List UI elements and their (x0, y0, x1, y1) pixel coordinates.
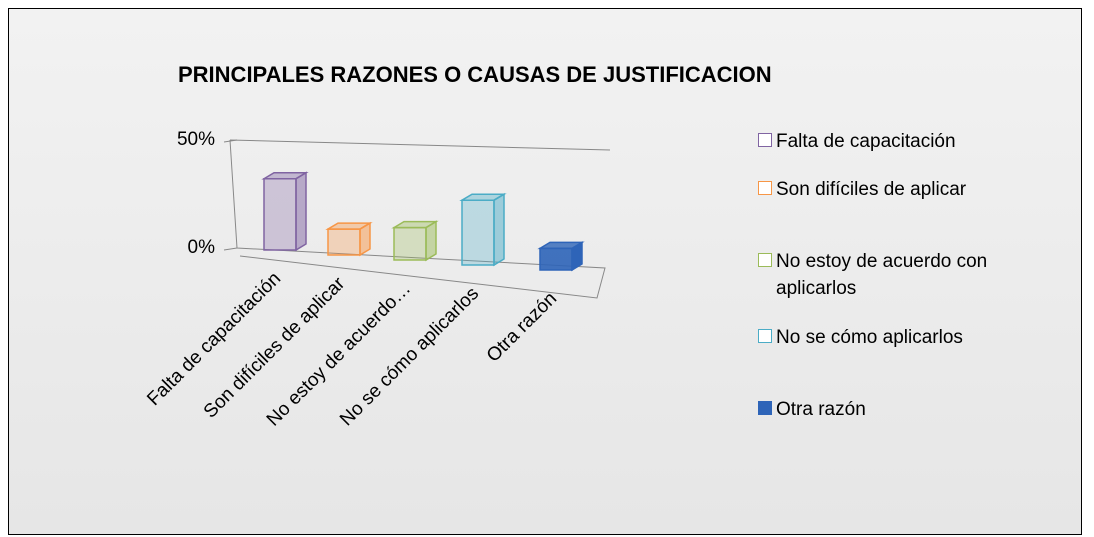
legend-swatch (758, 329, 772, 343)
bar (391, 220, 439, 262)
legend-item: No estoy de acuerdo con aplicarlos (758, 248, 1058, 302)
legend-label: No estoy de acuerdo con aplicarlos (776, 251, 988, 299)
wall-top (229, 139, 611, 151)
bar-face (537, 241, 585, 250)
bar (537, 241, 585, 272)
bar-face (327, 228, 361, 256)
bar (261, 171, 309, 252)
x-tick-label: No estoy de acuerdo… (263, 278, 415, 430)
legend-label: Falta de capacitación (776, 131, 956, 152)
bar-face (493, 192, 505, 267)
legend-swatch (758, 133, 772, 147)
bar-face (393, 226, 427, 261)
x-tick-label: Falta de capacitación (143, 268, 285, 410)
bar-face (459, 193, 507, 201)
legend-item: No se cómo aplicarlos (758, 324, 1058, 351)
y-tick-label: 50% (177, 129, 215, 150)
legend-item: Otra razón (758, 396, 1058, 423)
bar-face (461, 199, 495, 266)
y-tick-label: 0% (188, 237, 216, 258)
x-tick-label: Otra razón (483, 288, 561, 366)
legend-swatch (758, 401, 772, 415)
wall (229, 139, 606, 299)
bar-face (539, 247, 573, 271)
legend-label: Otra razón (776, 399, 866, 420)
bar-face (295, 171, 307, 252)
bar-face (261, 171, 309, 180)
x-tick-label: Son difíciles de aplicar (200, 273, 350, 423)
legend-label: Son difíciles de aplicar (776, 179, 967, 200)
legend-item: Falta de capacitación (758, 128, 1058, 155)
bar-face (325, 222, 373, 230)
x-tick-label: No se cómo aplicarlos (336, 283, 483, 430)
legend-swatch (758, 253, 772, 267)
bar (325, 221, 373, 257)
legend-item: Son difíciles de aplicar (758, 176, 1058, 203)
chart-frame (8, 8, 1082, 535)
bar-face (391, 220, 439, 229)
legend-label: No se cómo aplicarlos (776, 327, 963, 348)
legend-swatch (758, 181, 772, 195)
bar-face (263, 177, 297, 251)
chart-title: PRINCIPALES RAZONES O CAUSAS DE JUSTIFIC… (178, 62, 772, 87)
bar (459, 192, 507, 267)
tick-line (223, 247, 238, 251)
